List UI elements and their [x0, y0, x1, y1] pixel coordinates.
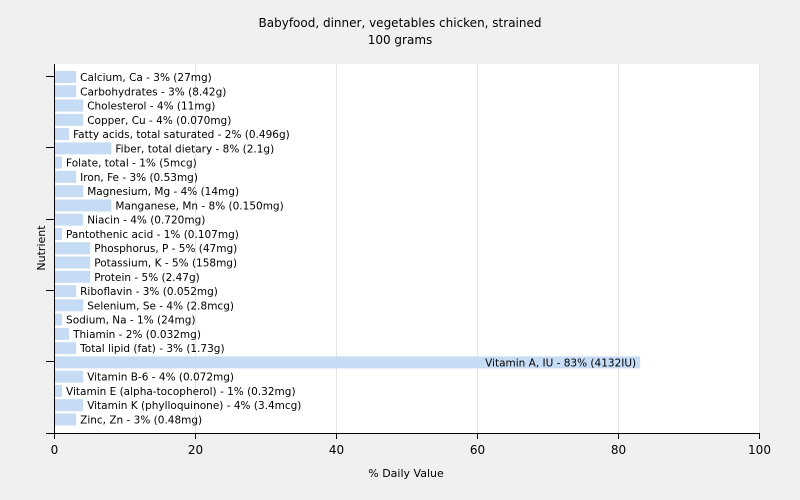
bar — [55, 142, 112, 155]
bar — [55, 384, 63, 397]
bar-label: Potassium, K - 5% (158mg) — [94, 258, 237, 270]
bar-label: Selenium, Se - 4% (2.8mcg) — [87, 300, 234, 312]
bar — [55, 342, 77, 355]
bar-label: Thiamin - 2% (0.032mg) — [72, 329, 201, 341]
bar-label: Calcium, Ca - 3% (27mg) — [80, 72, 212, 84]
bar-label: Vitamin A, IU - 83% (4132IU) — [485, 357, 636, 369]
bar — [55, 256, 91, 269]
bar-label: Fiber, total dietary - 8% (2.1g) — [115, 143, 274, 155]
y-axis-title: Nutrient — [35, 225, 48, 271]
x-tick-label: 40 — [329, 443, 344, 457]
bar — [55, 85, 77, 98]
bar — [55, 113, 84, 126]
chart-subtitle: 100 grams — [368, 33, 433, 47]
bar-label: Magnesium, Mg - 4% (14mg) — [87, 186, 239, 198]
x-tick-label: 0 — [51, 443, 59, 457]
bar — [55, 128, 70, 141]
bar-label: Vitamin K (phylloquinone) - 4% (3.4mcg) — [87, 400, 301, 412]
x-ticks: 0 20 40 60 80 100 — [51, 433, 771, 457]
bar-label: Vitamin E (alpha-tocopherol) - 1% (0.32m… — [66, 386, 295, 398]
bar — [55, 299, 84, 312]
gridlines — [195, 64, 760, 433]
bar-label: Folate, total - 1% (5mcg) — [66, 158, 197, 170]
bars: Calcium, Ca - 3% (27mg) Carbohydrates - 3… — [55, 71, 641, 426]
bar — [55, 213, 84, 226]
bar — [55, 270, 91, 283]
bar — [55, 399, 84, 412]
bar — [55, 242, 91, 255]
bar — [55, 356, 641, 369]
bar — [55, 413, 77, 426]
bar-label: Phosphorus, P - 5% (47mg) — [94, 243, 237, 255]
bar — [55, 185, 84, 198]
bar — [55, 285, 77, 298]
bar — [55, 313, 63, 326]
x-tick-label: 100 — [748, 443, 771, 457]
bar — [55, 170, 77, 183]
plot-area — [54, 64, 759, 433]
bar-label: Vitamin B-6 - 4% (0.072mg) — [87, 372, 234, 384]
bar-label: Fatty acids, total saturated - 2% (0.496… — [73, 129, 290, 141]
bar-label: Iron, Fe - 3% (0.53mg) — [80, 172, 198, 184]
bar-label: Pantothenic acid - 1% (0.107mg) — [66, 229, 239, 241]
x-axis-title: % Daily Value — [368, 467, 444, 480]
bar — [55, 199, 112, 212]
bar — [55, 71, 77, 83]
bar-label: Zinc, Zn - 3% (0.48mg) — [80, 414, 202, 426]
chart-title: Babyfood, dinner, vegetables chicken, st… — [259, 16, 542, 30]
bar — [55, 327, 70, 340]
bar — [55, 99, 84, 112]
bar-label: Cholesterol - 4% (11mg) — [87, 101, 215, 113]
bar-label: Total lipid (fat) - 3% (1.73g) — [79, 343, 224, 355]
bar — [55, 227, 63, 240]
x-tick-label: 80 — [611, 443, 626, 457]
axes — [46, 64, 759, 434]
x-tick-label: 60 — [470, 443, 485, 457]
bar-label: Sodium, Na - 1% (24mg) — [66, 315, 195, 327]
bar — [55, 156, 63, 169]
bar-label: Niacin - 4% (0.720mg) — [87, 215, 205, 227]
x-tick-label: 20 — [188, 443, 203, 457]
bar-label: Riboflavin - 3% (0.052mg) — [80, 286, 218, 298]
bar-label: Manganese, Mn - 8% (0.150mg) — [115, 200, 283, 212]
bar-label: Carbohydrates - 3% (8.42g) — [80, 86, 226, 98]
bar — [55, 370, 84, 383]
bar-label: Copper, Cu - 4% (0.070mg) — [87, 115, 231, 127]
bar-label: Protein - 5% (2.47g) — [94, 272, 200, 284]
